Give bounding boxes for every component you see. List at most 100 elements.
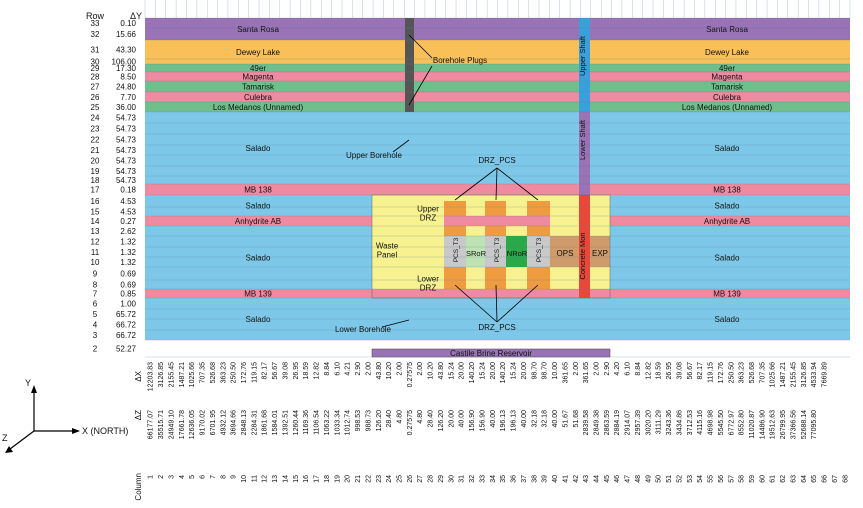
dx-value: 361.65 [562, 362, 569, 384]
column-number: 11 [251, 475, 258, 482]
annotations: Borehole Plugs Upper Borehole Lower Boreho… [335, 34, 608, 334]
column-number: 41 [562, 475, 569, 483]
column-number: 1 [148, 475, 155, 479]
dx-value: 12203.83 [148, 362, 155, 391]
layer-label-right: 49er [719, 64, 735, 73]
row-dy-value: 54.73 [116, 114, 137, 123]
dz-value: 998.53 [355, 410, 362, 432]
layer-label-left: 49er [250, 64, 266, 73]
dx-value: 140.20 [469, 362, 476, 384]
dz-value: 26799.95 [780, 410, 787, 439]
dx-value: 56.67 [272, 362, 279, 380]
dx-value: 56.67 [687, 362, 694, 380]
dx-value: 2.00 [573, 362, 580, 376]
row-number: 21 [91, 146, 100, 155]
row-dy-value: 1.00 [120, 300, 136, 309]
dx-value: 12.82 [314, 362, 321, 380]
layer-band [145, 92, 850, 102]
concrete-mon-label: Concrete Mon [578, 232, 587, 279]
column-number: 52 [676, 475, 683, 483]
row-header: Row [86, 11, 105, 21]
row-dy-value: 66.72 [116, 321, 137, 330]
dz-value: 37366.56 [790, 410, 797, 439]
column-number: 18 [324, 475, 331, 483]
layer-band [145, 112, 850, 184]
dz-value: 3712.53 [687, 410, 694, 435]
dz-value: 1392.51 [282, 410, 289, 435]
layer-label-right: Dewey Lake [705, 48, 750, 57]
row-number: 14 [91, 217, 100, 226]
dz-value: 2914.07 [625, 410, 632, 435]
column-number: 62 [780, 475, 787, 483]
dx-value: 20.00 [490, 362, 497, 380]
dx-value: 82.17 [262, 362, 269, 380]
row-dy-value: 54.73 [116, 167, 137, 176]
dz-value: 52688.14 [801, 410, 808, 439]
dx-value: 1487.21 [780, 362, 787, 387]
column-number: 35 [500, 475, 507, 483]
row-dy-value: 0.69 [120, 281, 136, 290]
column-number: 54 [697, 475, 704, 483]
layer-label-left: MB 139 [244, 290, 272, 299]
row-dy-value: 65.72 [116, 310, 137, 319]
row-number: 23 [91, 125, 100, 134]
column-number: 49 [645, 475, 652, 483]
drz-pcs-cell [444, 226, 466, 236]
leader-line [408, 34, 433, 59]
column-number: 37 [521, 475, 528, 483]
dz-value: 126.20 [376, 410, 383, 432]
dz-value: 35515.71 [158, 410, 165, 439]
sror-block [466, 236, 485, 267]
column-number: 10 [241, 475, 248, 483]
row-dy-value: 54.73 [116, 125, 137, 134]
row-number: 28 [91, 73, 100, 82]
layer-label-left: Salado [246, 315, 271, 324]
row-dy-value: 106.00 [112, 58, 137, 67]
column-number: 30 [448, 475, 455, 483]
pcs-top-cap [485, 195, 506, 201]
row-number: 18 [91, 176, 100, 185]
drz-pcs-top-label: DRZ_PCS [478, 156, 515, 165]
lower-borehole-label: Lower Borehole [335, 325, 392, 334]
dz-value: 4115.16 [697, 410, 704, 435]
dz-value: 12636.05 [189, 410, 196, 439]
column-number: 27 [417, 475, 424, 483]
dx-value: 2.00 [397, 362, 404, 376]
dx-value: 2.00 [593, 362, 600, 376]
column-number: 63 [790, 475, 797, 483]
dz-value: 1063.22 [324, 410, 331, 435]
row-dy-value: 1.32 [120, 248, 136, 257]
repository-region [372, 18, 610, 298]
layer-label-right: Santa Rosa [706, 25, 748, 34]
column-number: 64 [801, 475, 808, 483]
column-number: 36 [511, 475, 518, 483]
row-number: 7 [93, 290, 98, 299]
row-dy-value: 17.30 [116, 64, 137, 73]
dz-value: 11020.87 [749, 410, 756, 439]
row-number: 17 [91, 186, 100, 195]
dx-value: 10.20 [428, 362, 435, 380]
dx-value: 4.21 [345, 362, 352, 376]
dx-value: 8.84 [324, 362, 331, 376]
row-number: 25 [91, 103, 100, 112]
layer-label-right: MB 139 [713, 290, 741, 299]
layer-band [145, 18, 850, 40]
dx-value: 363.23 [739, 362, 746, 384]
row-dy-value: 24.80 [116, 83, 137, 92]
dx-value: 1025.66 [770, 362, 777, 387]
dz-value: 196.13 [500, 410, 507, 432]
dx-value: 526.68 [749, 362, 756, 384]
row-dy-value: 66.72 [116, 331, 137, 340]
column-number: 67 [832, 475, 839, 483]
layer-label-right: Los Medanos (Unnamed) [682, 103, 773, 112]
row-number: 5 [93, 310, 98, 319]
row-number: 9 [93, 270, 98, 279]
column-header: Column [134, 473, 143, 501]
dx-value: 20.00 [459, 362, 466, 380]
column-number: 65 [811, 475, 818, 483]
column-number: 20 [345, 475, 352, 483]
nror-label: NRoR [507, 249, 528, 258]
upper-drz-label: Upper DRZ [417, 205, 439, 223]
dz-value: 2848.13 [241, 410, 248, 435]
